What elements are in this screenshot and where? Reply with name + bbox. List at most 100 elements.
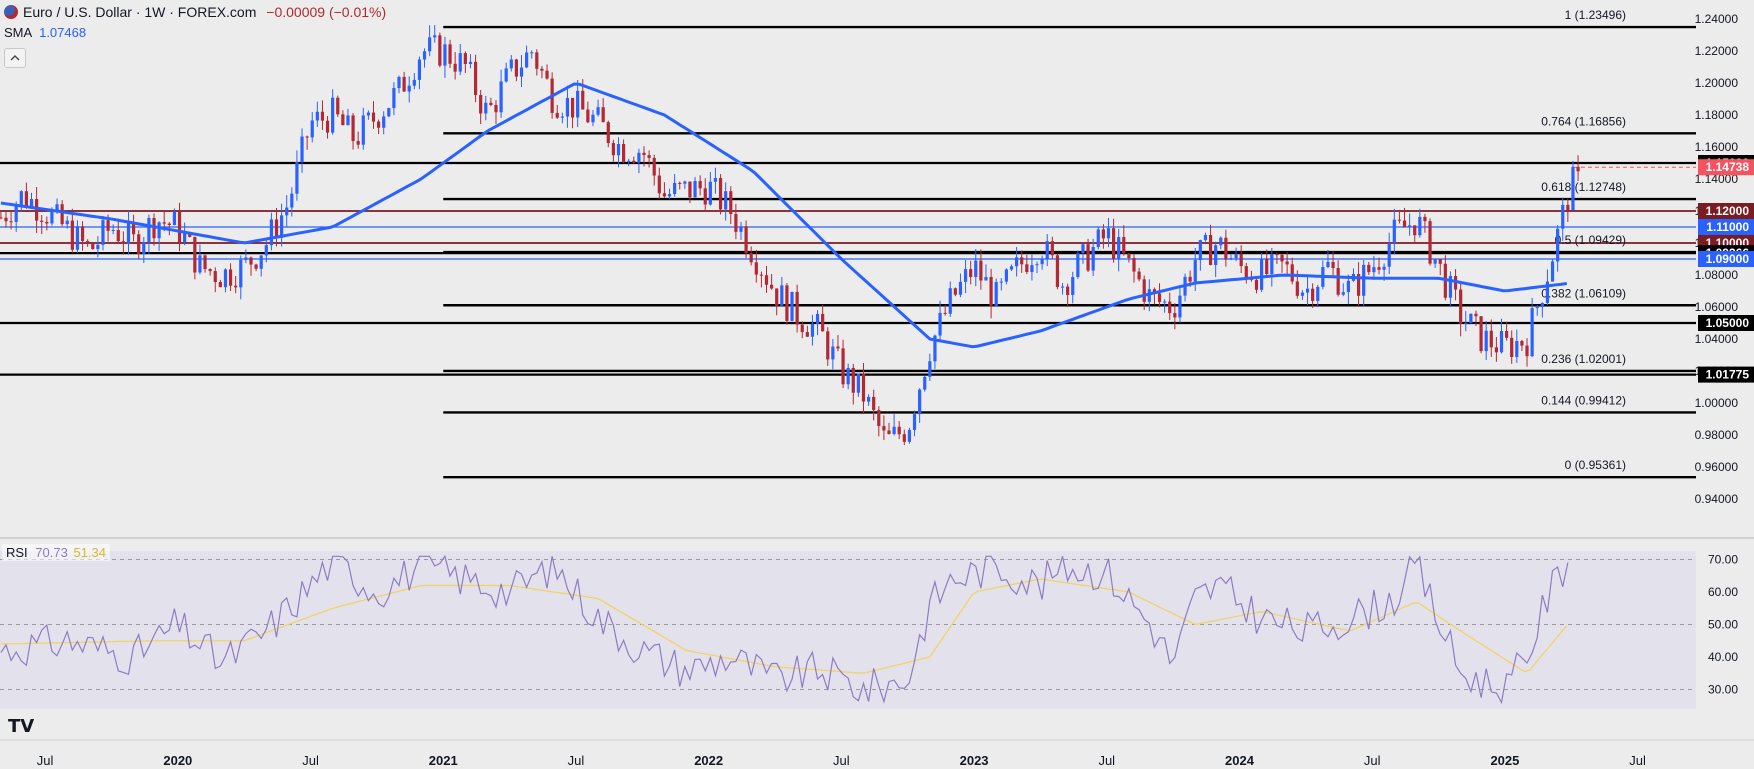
candle-body [1474,313,1478,317]
chevron-up-icon [10,55,20,61]
time-tick-label: Jul [1098,753,1115,768]
symbol-title[interactable]: Euro / U.S. Dollar · 1W · FOREX.com [23,4,257,20]
collapse-legend-button[interactable] [4,48,26,68]
candle-body [535,52,539,69]
candle-body [1438,259,1442,264]
candle-body [346,115,350,126]
candle-body [958,281,963,295]
candle-body [325,120,330,133]
candle-body [846,367,850,385]
time-tick-label: Jul [37,753,54,768]
candle-body [1469,313,1473,324]
candle-body [356,141,360,145]
candle-body [9,221,13,223]
candle-body [504,68,508,82]
candle-body [652,157,656,176]
candle-body [586,109,590,123]
time-axis[interactable]: Jul 2020 Jul 2021 Jul 2022 Jul 2023 Jul 2024 Jul 20… [37,753,1646,768]
candle-body [162,222,166,224]
candle-body [1311,288,1315,301]
candle-body [933,335,937,362]
candle-body [764,275,769,285]
price-tick-label: 0.94000 [1695,492,1739,506]
candle-body [244,257,248,260]
candle-body [1066,286,1070,295]
candle-body [1336,268,1340,295]
candle-body [29,199,34,207]
candle-body [70,220,74,250]
candle-body [918,389,922,415]
candle-body [1091,246,1095,271]
candle-body [739,226,743,232]
candle-body [285,207,289,216]
candle-body [861,373,866,402]
candle-body [1326,261,1330,268]
rsi-tick-label: 30.00 [1708,683,1738,697]
candle-body [698,181,702,189]
candle-body [1004,269,1008,282]
candle-body [254,264,258,269]
candle-body [1015,257,1019,267]
price-tick-label: 1.20000 [1695,76,1739,90]
price-tag-bg [1698,203,1754,219]
price-tag-label: 1.05000 [1706,316,1750,330]
candle-body [938,312,942,336]
candle-body [1316,286,1320,301]
candle-body [1392,219,1396,244]
candle-body [821,313,825,332]
candle-body [1163,301,1167,303]
candle-body [1540,303,1544,307]
candle-body [1433,259,1437,264]
sma-legend[interactable]: SMA 1.07468 [4,25,86,40]
candle-body [1214,245,1218,265]
candle-body [341,114,345,126]
candle-body [264,245,268,256]
candle-body [473,61,478,95]
candle-body [1086,244,1090,271]
candle-body [1290,264,1294,282]
candle-body [147,218,151,242]
rsi-tick-label: 50.00 [1708,618,1738,632]
candle-body [1556,228,1560,262]
rsi-tick-label: 40.00 [1708,650,1738,664]
sma-legend-label: SMA [4,25,32,40]
fib-level-label: 0 (0.95361) [1565,458,1626,472]
price-tag-bg [1698,315,1754,331]
candle-body [856,373,860,393]
candle-body [662,193,667,197]
candle-body [514,59,519,77]
candle-body [1137,271,1141,280]
candle-body [376,121,381,128]
candle-body [718,177,723,210]
candle-body [392,88,396,109]
price-tag-bg [1698,251,1754,267]
rsi-axis[interactable]: 70.00 60.00 50.00 40.00 30.00 [1708,553,1738,697]
candle-body [0,217,3,219]
candle-body [1193,260,1197,282]
time-tick-label: Jul [568,753,585,768]
fibonacci-retracement[interactable]: 1 (1.23496) 0.764 (1.16856) 0.618 (1.12748… [443,8,1696,479]
candle-body [1530,308,1534,357]
candle-body [525,52,529,68]
candle-body [1576,166,1580,172]
candle-body [984,276,988,281]
candle-body [422,51,427,60]
rsi-band-fill [0,551,1696,709]
candle-body [729,191,733,215]
tradingview-logo[interactable]: TV [8,716,34,737]
candle-body [606,122,610,144]
candle-body [999,281,1003,283]
candle-body [754,262,758,275]
candle-body [228,269,233,286]
logo-text: TV [8,716,35,737]
candle-body [223,269,228,288]
last-price-tag-label: 1.14738 [1706,160,1750,174]
candle-body [4,217,8,222]
time-tick-label: 2024 [1225,753,1255,768]
rsi-tick-label: 60.00 [1708,585,1738,599]
candle-body [1260,258,1264,290]
candle-body [499,81,503,113]
candle-body [1331,261,1335,269]
rsi-legend[interactable]: RSI 70.73 51.34 [2,544,111,561]
